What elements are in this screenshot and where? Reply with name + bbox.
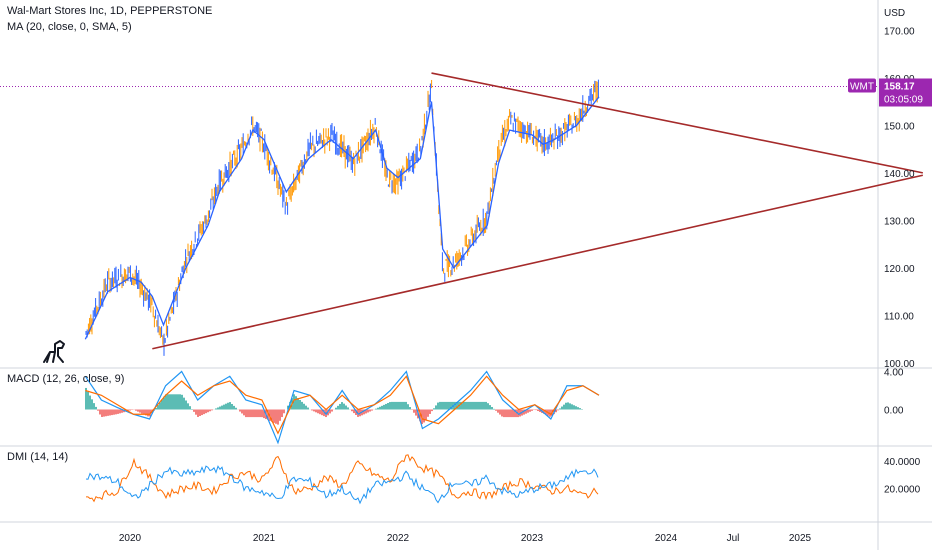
signal-line [85,375,600,435]
macd-tick-label: 4.00 [884,368,904,379]
dmi-pane [85,454,599,505]
time-tick-label: 2023 [521,533,544,544]
symbol-legend[interactable]: Wal-Mart Stores Inc, 1D, PEPPERSTONE [7,5,213,17]
tradingview-logo-icon [43,340,65,363]
dmi-plus-line [85,465,599,505]
resistance-trendline [431,72,923,174]
price-tick-label: 120.00 [884,264,915,275]
support-trendline [152,174,924,350]
dmi-tick-label: 40.0000 [884,457,921,468]
time-tick-label: 2020 [119,533,142,544]
macd-tick-label: 0.00 [884,406,904,417]
dmi-tick-label: 20.0000 [884,485,921,496]
macd-line [84,370,600,445]
price-tick-label: 150.00 [884,121,915,132]
time-axis: 2020 2021 2022 2023 2024 Jul 2025 [119,533,812,544]
last-price-badge: WMT 158.17 03:05:09 [848,78,932,107]
ma-line [84,96,600,340]
ma-legend[interactable]: MA (20, close, 0, SMA, 5) [7,21,132,33]
dmi-legend[interactable]: DMI (14, 14) [7,451,69,463]
price-tick-label: 100.00 [884,359,915,370]
macd-legend[interactable]: MACD (12, 26, close, 9) [7,373,125,385]
price-badge [879,78,932,107]
time-tick-label: Jul [727,533,740,544]
ticker-badge-label: WMT [850,81,874,92]
time-tick-label: 2025 [789,533,812,544]
ticker-badge [848,78,876,93]
macd-pane [84,370,600,445]
price-tick-label: 140.00 [884,169,915,180]
price-badge-value: 158.17 [884,81,915,92]
time-tick-label: 2024 [655,533,678,544]
price-tick-label: 110.00 [884,311,914,322]
price-tick-label: 170.00 [884,26,915,37]
dmi-minus-line [85,454,599,503]
time-tick-label: 2021 [253,533,276,544]
price-badge-countdown: 03:05:09 [884,94,923,105]
currency-label[interactable]: USD [884,8,906,19]
time-tick-label: 2022 [387,533,410,544]
price-tick-label: 130.00 [884,216,915,227]
price-pane [84,72,924,356]
